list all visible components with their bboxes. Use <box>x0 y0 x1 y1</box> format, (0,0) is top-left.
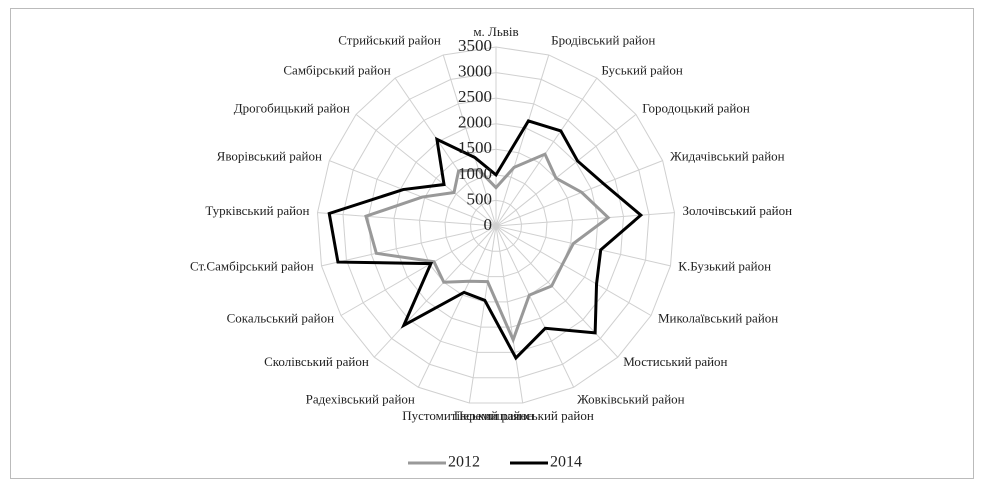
category-label: Перемишлянський район <box>454 408 594 423</box>
spoke <box>495 225 524 404</box>
grid <box>316 46 676 404</box>
labels: м. Львів Бродівський район Буський район Го… <box>190 24 792 471</box>
marks <box>327 119 644 361</box>
spoke <box>495 114 637 227</box>
category-label: К.Бузький район <box>678 259 771 274</box>
category-label: Стрийський район <box>338 32 441 47</box>
category-label: Мостиський район <box>623 354 727 369</box>
grid-ring <box>367 97 625 353</box>
r-tick-label: 2500 <box>458 87 492 106</box>
grid-ring <box>393 123 599 328</box>
r-tick-label: 3500 <box>458 36 492 55</box>
category-label: м. Львів <box>473 24 518 39</box>
category-label: Сколівський район <box>264 354 369 369</box>
spoke <box>355 114 497 227</box>
spoke <box>442 54 497 227</box>
spoke <box>321 225 497 267</box>
category-label: Буський район <box>601 62 683 77</box>
spoke <box>468 225 497 404</box>
spoke <box>495 225 575 388</box>
spoke <box>495 160 663 227</box>
grid-ring <box>316 46 676 404</box>
r-tick-label: 3000 <box>458 61 492 80</box>
r-tick-label: 1500 <box>458 138 492 157</box>
spoke <box>495 225 652 316</box>
category-label: Сокальський район <box>227 310 334 325</box>
r-tick-label: 2000 <box>458 113 492 132</box>
grid-ring <box>342 72 650 379</box>
category-label: Пустомитівський район <box>402 408 534 423</box>
spoke <box>495 225 671 267</box>
category-label: Дрогобицький район <box>234 100 350 115</box>
spoke <box>495 212 675 227</box>
spoke <box>329 160 497 227</box>
spoke <box>417 225 497 388</box>
r-tick-label: 500 <box>467 189 493 208</box>
series-line <box>327 119 644 361</box>
grid-ring <box>469 199 523 252</box>
spoke <box>373 225 497 358</box>
category-label: Турківський район <box>205 203 309 218</box>
category-label: Яворівський район <box>217 149 322 164</box>
spoke <box>495 77 598 227</box>
spoke <box>317 212 497 227</box>
category-label: Городоцький район <box>642 100 750 115</box>
spoke <box>340 225 497 316</box>
category-label: Радехівський район <box>306 391 415 406</box>
spoke <box>394 77 497 227</box>
category-label: Миколаївський район <box>658 310 778 325</box>
r-tick-label: 0 <box>484 215 493 234</box>
spoke <box>495 225 619 358</box>
category-label: Бродівський район <box>551 32 655 47</box>
chart-border <box>10 8 974 479</box>
category-label: Самбірський район <box>283 62 390 77</box>
category-label: Ст.Самбірський район <box>190 259 314 274</box>
legend-label: 2014 <box>550 454 582 471</box>
spoke <box>495 54 550 227</box>
r-tick-label: 1000 <box>458 164 492 183</box>
category-label: Золочівський район <box>682 203 792 218</box>
category-label: Жовківський район <box>577 391 685 406</box>
grid-ring <box>444 174 548 278</box>
legend-label: 2012 <box>448 454 480 471</box>
category-label: Жидачівський район <box>670 149 785 164</box>
series-line <box>364 152 611 344</box>
